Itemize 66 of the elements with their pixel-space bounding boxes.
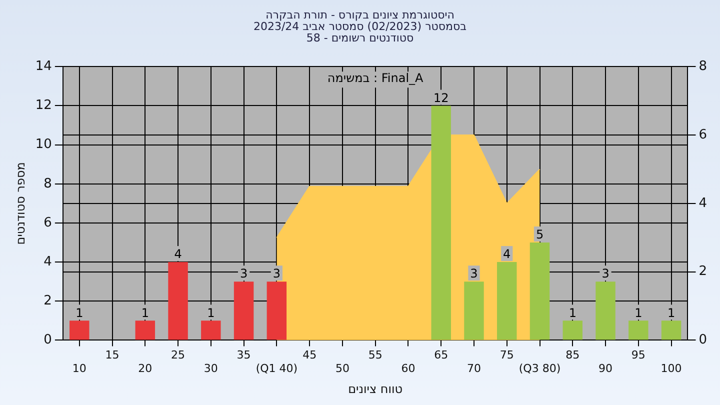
y2-tick-label: 4: [698, 196, 708, 211]
x-tick-label: 15: [105, 348, 120, 362]
y2-tick-label: 8: [698, 59, 708, 74]
data-label: 12: [433, 90, 449, 105]
x-tick-label: 70: [466, 362, 481, 375]
y-tick-label: 2: [44, 293, 52, 308]
data-label: 1: [76, 306, 84, 320]
data-label: 5: [536, 228, 544, 242]
data-label: 1: [667, 306, 676, 320]
bar: [464, 282, 484, 340]
x-tick-label: 30: [204, 362, 218, 375]
x-tick-label: 35: [236, 348, 251, 362]
x-tick-label: 100: [660, 362, 682, 375]
y-axis-title: מספר סטודנטים: [13, 162, 28, 245]
x-tick-label: 55: [368, 348, 382, 362]
data-label: 1: [634, 306, 642, 320]
bar: [596, 282, 616, 340]
y-tick-label: 8: [44, 176, 52, 192]
x-tick-label: 60: [401, 362, 416, 375]
bar: [628, 320, 648, 340]
x-tick-label: (Q1 40): [256, 362, 298, 375]
x-tick-label: 45: [302, 348, 317, 362]
x-tick-label: (Q3 80): [518, 362, 561, 375]
data-label: 3: [240, 266, 248, 281]
x-tick-label: 75: [500, 348, 514, 362]
x-tick-label: 20: [138, 362, 152, 375]
data-label: 4: [174, 247, 182, 262]
x-tick-label: 25: [171, 348, 186, 362]
x-tick-label: 65: [434, 348, 448, 362]
text: סטודנטים רשומים - 58: [306, 32, 414, 45]
y-tick-label: 4: [44, 254, 52, 270]
y2-tick-label: 0: [698, 332, 708, 348]
text: בסמסטר (02/2023) סמסטר אביב 2023/24: [253, 20, 467, 34]
bar: [530, 242, 550, 340]
text: היסטוגרמת ציונים בקורס - תורת הבקרה: [266, 8, 454, 22]
data-label: 1: [141, 306, 149, 320]
bar: [266, 282, 287, 340]
x-tick-label: 85: [566, 348, 580, 362]
bar: [135, 320, 156, 340]
bar: [431, 106, 451, 340]
x-tick-label: 50: [335, 362, 350, 375]
y2-tick-label: 2: [698, 264, 708, 280]
y2-tick-label: 6: [698, 127, 708, 142]
x-tick-label: 90: [598, 362, 613, 375]
bar: [562, 320, 582, 340]
x-tick-label: 95: [631, 348, 646, 362]
data-label: 1: [207, 306, 215, 320]
bar: [497, 262, 517, 340]
bar: [168, 262, 188, 340]
data-label: 3: [602, 266, 610, 281]
y-tick-label: 10: [35, 137, 52, 152]
y-tick-label: 0: [44, 332, 52, 348]
bar: [661, 320, 682, 340]
annotation: במשימה : Final_A: [327, 70, 424, 85]
x-axis-title: טווח ציונים: [348, 382, 403, 396]
y-tick-label: 6: [44, 215, 52, 230]
y-tick-label: 14: [35, 59, 52, 74]
bar: [70, 320, 90, 340]
data-label: 4: [503, 247, 511, 262]
data-label: 1: [568, 306, 576, 320]
x-tick-label: 10: [72, 362, 86, 375]
data-label: 3: [272, 266, 281, 281]
bar: [234, 282, 254, 340]
data-label: 3: [470, 266, 478, 281]
bar: [201, 320, 221, 340]
y-tick-label: 12: [35, 98, 52, 114]
